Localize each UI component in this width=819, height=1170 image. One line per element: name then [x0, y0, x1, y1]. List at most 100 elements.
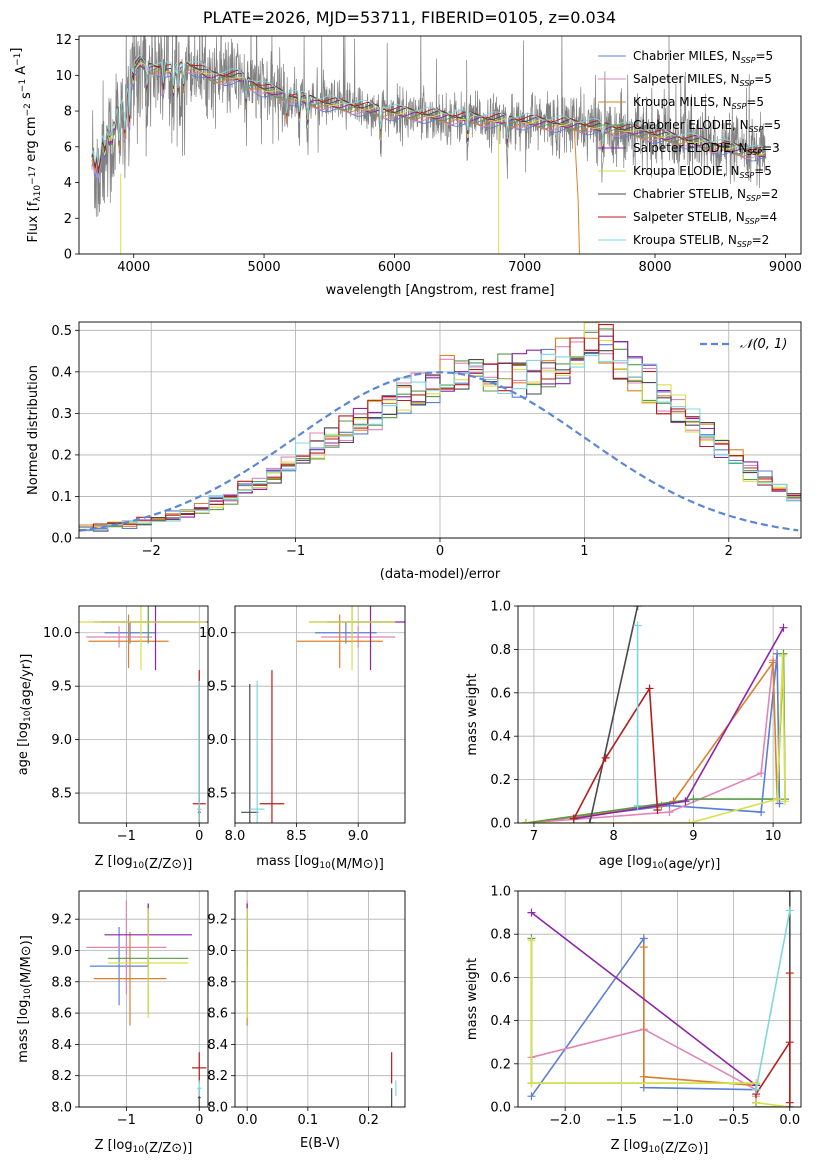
weight-marker — [653, 805, 662, 814]
legend-text: =2 — [761, 187, 779, 201]
weight-line — [526, 655, 786, 823]
weight-marker — [785, 1098, 794, 1107]
y-tick-label: 9.2 — [207, 913, 228, 928]
legend-text: Chabrier MILES, N — [633, 49, 741, 63]
weight-marker — [779, 623, 788, 632]
y-tick-label: 0.2 — [490, 773, 511, 788]
weight-line — [525, 653, 786, 823]
label-part: log — [632, 854, 652, 869]
weight-line — [573, 627, 785, 820]
x-tick-label: 9000 — [769, 260, 802, 275]
label-part: Z [ — [611, 1138, 629, 1153]
y-tick-label: 9.0 — [207, 944, 228, 959]
label-part: (Z/Z⊙)] — [660, 1141, 708, 1156]
weight-marker — [785, 906, 794, 915]
chart-residuals: −2 −1 0 1 2 0.0 0.1 0.2 0.3 0.4 0.5 𝒩(0, 1) (data-mo… — [26, 321, 802, 582]
weight-marker — [633, 606, 642, 610]
y-tick-label: 10 — [55, 69, 72, 84]
y-tick-label: 8.8 — [51, 975, 72, 990]
label-sub: 10 — [319, 861, 331, 871]
label-part: age [ — [16, 742, 31, 775]
label-part: (age/yr)] — [663, 857, 720, 872]
x-axis-label: age [log10(age/yr)] — [599, 854, 721, 872]
x-tick-label: 0.0 — [237, 1113, 258, 1128]
y-tick-label: 12 — [55, 33, 72, 48]
legend-sub: SSP — [741, 56, 756, 65]
legend-text: =4 — [759, 210, 777, 224]
y-tick-label: 0 — [64, 248, 72, 263]
label-part: A — [14, 66, 29, 79]
y-tick-label: 1.0 — [490, 885, 511, 900]
x-tick-label: 8.0 — [225, 829, 246, 844]
x-tick-label: 10 — [765, 829, 782, 844]
label-part: (Z/Z⊙)] — [144, 857, 192, 872]
legend-text: Kroupa ELODIE, N — [633, 164, 740, 178]
weight-marker — [639, 1072, 648, 1081]
weight-marker — [769, 658, 778, 667]
legend-text: =5 — [763, 118, 781, 132]
y-tick-label: 0.3 — [51, 407, 72, 422]
mass-vs-EBV-points — [246, 900, 397, 1107]
y-axis-label: age [log10(age/yr)] — [16, 654, 34, 776]
y-tick-label: 4 — [64, 176, 72, 191]
weight-line — [755, 910, 791, 1090]
legend-sub: SSP — [737, 240, 752, 249]
y-tick-label: 9.5 — [207, 680, 228, 695]
weight-line — [573, 685, 659, 820]
y-tick-label: 0.1 — [51, 490, 72, 505]
legend-text: Salpeter STELIB, N — [633, 210, 745, 224]
y-tick-label: 8.6 — [207, 1007, 228, 1022]
x-tick-label: 9 — [689, 829, 697, 844]
weight-marker — [527, 1092, 536, 1101]
spectrum-model-line — [91, 66, 766, 182]
label-part: log — [16, 722, 31, 742]
x-tick-label: 0.2 — [358, 1113, 379, 1128]
x-tick-label: −2.0 — [549, 1113, 581, 1128]
weight-vs-Z-series — [527, 891, 794, 1107]
axes-frame — [78, 321, 802, 539]
weight-marker — [775, 799, 784, 808]
legend-text: Salpeter MILES, N — [633, 72, 740, 86]
x-tick-label: 7000 — [508, 260, 541, 275]
weight-marker — [527, 908, 536, 917]
x-tick-label: 5000 — [248, 260, 281, 275]
y-tick-label: 9.2 — [51, 913, 72, 928]
label-part: ] — [9, 48, 24, 53]
y-tick-label: 0.2 — [490, 1057, 511, 1072]
x-tick-label: 6000 — [378, 260, 411, 275]
y-tick-label: 0.4 — [490, 1014, 511, 1029]
weight-marker — [752, 1098, 761, 1107]
axes-frame — [78, 890, 209, 1108]
legend-text: =2 — [752, 233, 770, 247]
weight-line — [755, 973, 791, 1103]
spectrum-model-line — [91, 55, 766, 171]
legend-text: =3 — [762, 141, 780, 155]
weight-marker — [645, 684, 654, 693]
label-sub: 10 — [649, 1145, 661, 1155]
label-part: log — [629, 1138, 649, 1153]
legend-label: Kroupa MILES, NSSP=5 — [633, 95, 764, 111]
y-tick-label: 0.6 — [490, 971, 511, 986]
label-part: mass [ — [256, 854, 299, 869]
weight-marker — [685, 819, 694, 823]
y-tick-label: 8.5 — [51, 787, 72, 802]
y-axis-label: mass [log10(M/M⊙)] — [16, 935, 34, 1063]
label-part: log — [113, 854, 133, 869]
residuals-series-group — [79, 322, 801, 532]
spectrum-series-group — [91, 36, 767, 254]
x-tick-label: 4000 — [117, 260, 150, 275]
label-sub: 10 — [133, 1145, 145, 1155]
label-part: Z [ — [95, 1138, 113, 1153]
legend-label: Salpeter STELIB, NSSP=4 — [633, 210, 777, 226]
x-tick-label: −1 — [286, 544, 305, 559]
legend-label: Salpeter MILES, NSSP=5 — [633, 72, 772, 88]
legend-label: Salpeter ELODIE, NSSP=3 — [633, 141, 780, 157]
label-part: Flux [f — [26, 201, 41, 242]
weight-marker — [773, 795, 782, 804]
normal-distribution-curve — [79, 371, 799, 532]
legend-text: Salpeter ELODIE, N — [633, 141, 747, 155]
y-tick-label: 9.0 — [207, 733, 228, 748]
legend-sub: SSP — [740, 79, 755, 88]
